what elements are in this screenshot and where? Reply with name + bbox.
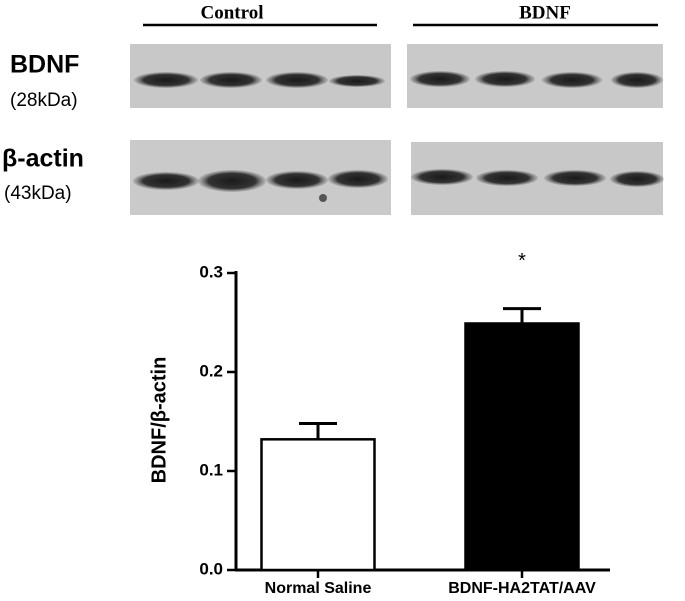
row-label: BDNF bbox=[10, 51, 79, 79]
y-tick-label: 0.0 bbox=[199, 559, 223, 578]
y-tick-label: 0.2 bbox=[199, 361, 223, 380]
blot-images bbox=[130, 44, 664, 215]
row-label: β-actin bbox=[2, 145, 84, 173]
bar bbox=[464, 322, 580, 572]
group-label: BDNF bbox=[519, 2, 571, 23]
x-tick-label: BDNF-HA2TAT/AAV bbox=[448, 580, 596, 597]
row-sublabel: (43kDa) bbox=[4, 183, 72, 204]
y-tick-label: 0.3 bbox=[199, 262, 223, 281]
row-sublabel: (28kDa) bbox=[10, 90, 78, 111]
y-axis-label: BDNF/β-actin bbox=[148, 357, 170, 484]
bar bbox=[260, 438, 376, 572]
significance-marker: * bbox=[518, 250, 526, 272]
x-tick-label: Normal Saline bbox=[265, 580, 372, 597]
group-label: Control bbox=[201, 2, 264, 23]
y-tick-label: 0.1 bbox=[199, 460, 223, 479]
